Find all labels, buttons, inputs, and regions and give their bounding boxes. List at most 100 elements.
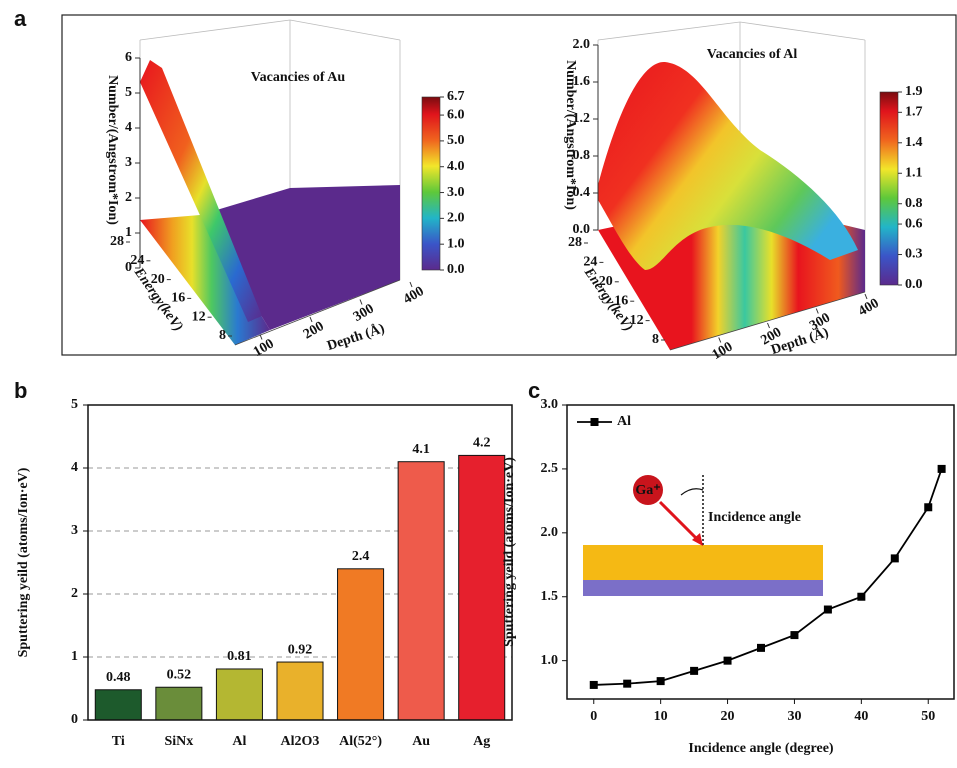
colorbar-tick-label: 1.1	[905, 165, 923, 180]
chart-title: Vacancies of Au	[251, 70, 346, 85]
panel-label: c	[528, 378, 540, 403]
y-tick-label: 28	[568, 235, 582, 250]
x-tick	[815, 308, 819, 314]
y-tick-label: 1.0	[541, 653, 559, 668]
value-label: 4.2	[473, 436, 491, 451]
data-point	[656, 677, 665, 686]
data-point	[937, 464, 946, 473]
value-label: 0.92	[288, 642, 313, 657]
data-line	[593, 468, 943, 686]
y-tick-label: 1	[71, 649, 78, 664]
y-tick-label: 2.0	[541, 525, 559, 540]
data-point	[589, 680, 598, 689]
y-tick-label: 20	[599, 274, 613, 289]
y-tick-label: 12	[630, 313, 644, 328]
bar	[94, 689, 142, 721]
data-point	[723, 656, 732, 665]
x-tick-label: 40	[854, 709, 868, 724]
bar	[458, 454, 506, 721]
x-tick	[359, 299, 363, 305]
colorbar-tick-label: 1.0	[447, 236, 465, 251]
data-point	[924, 503, 933, 512]
bar	[155, 686, 203, 721]
y-tick-label: 8	[652, 332, 659, 347]
value-label: 2.4	[352, 549, 370, 564]
z-tick-label: 1	[125, 225, 132, 240]
z-tick-label: 0.4	[573, 185, 591, 200]
colorbar-tick-label: 2.0	[447, 211, 465, 226]
x-tick-label: 100	[710, 340, 736, 363]
legend-marker	[590, 418, 599, 426]
z-tick-label: 0.0	[573, 222, 591, 237]
data-point	[690, 666, 699, 675]
bar	[397, 461, 445, 721]
y-tick-label: 1.5	[541, 589, 559, 604]
z-axis-label: Number/(Angstrom*Ion)	[105, 75, 120, 225]
annotation: Incidence angle	[708, 510, 801, 525]
colorbar-tick-label: 0.0	[447, 262, 465, 277]
inset-schematic	[583, 475, 823, 596]
y-tick-label: 2.5	[541, 461, 559, 476]
z-tick-label: 6	[125, 50, 132, 65]
bar	[215, 668, 263, 721]
z-tick-label: 1.2	[573, 111, 591, 126]
x-tick-label: Au	[412, 734, 430, 749]
y-axis-label: Sputtering yeild (atoms/Ion·eV)	[502, 457, 517, 647]
x-tick	[259, 334, 263, 340]
value-label: 0.48	[106, 670, 131, 685]
colorbar-tick-label: 1.4	[905, 135, 923, 150]
y-axis-label: Sputtering yeild (atoms/Ion·eV)	[16, 467, 31, 657]
z-axis-label: Number/(Angstrom*Ion)	[563, 60, 578, 210]
data-point	[890, 554, 899, 563]
x-tick-label: 10	[654, 709, 668, 724]
data-point	[623, 679, 632, 688]
plot-frame	[566, 404, 955, 700]
y-tick-label: 16	[171, 291, 185, 306]
x-tick-label: 300	[351, 302, 377, 325]
bar	[276, 661, 324, 721]
colorbar-tick-label: 1.9	[905, 84, 923, 99]
colorbar-tick-label: 1.7	[905, 105, 923, 120]
panel-label: a	[14, 6, 27, 31]
legend-label: Al	[617, 414, 631, 429]
x-tick-label: 30	[787, 709, 801, 724]
x-tick-label: 50	[921, 709, 935, 724]
panel-a-frame	[61, 14, 957, 356]
x-tick	[767, 322, 770, 329]
x-tick-label: Ti	[112, 734, 125, 749]
y-tick-label: 24	[583, 255, 597, 270]
x-tick	[409, 281, 413, 288]
colorbar-tick-label: 0.3	[905, 247, 923, 262]
colorbar-tick-label: 4.0	[447, 159, 465, 174]
x-tick-label: 400	[856, 296, 882, 319]
z-tick-label: 2.0	[573, 37, 591, 52]
x-tick	[309, 316, 313, 323]
surface-al	[597, 21, 866, 351]
data-point	[790, 631, 799, 640]
colorbar-tick-label: 3.0	[447, 185, 465, 200]
data-point	[823, 605, 832, 614]
surface-au	[139, 19, 401, 346]
value-label: 4.1	[412, 442, 430, 457]
y-tick-label: 24	[130, 253, 144, 268]
y-tick-label: 3.0	[541, 397, 559, 412]
colorbar-tick-label: 6.7	[447, 89, 465, 104]
x-tick-label: 400	[401, 284, 427, 307]
y-tick-label: 16	[614, 293, 628, 308]
bar	[337, 568, 385, 721]
x-tick-label: Al(52°)	[339, 734, 382, 749]
colorbar	[879, 91, 899, 286]
z-tick-label: 3	[125, 155, 132, 170]
z-tick-label: 2	[125, 190, 132, 205]
colorbar	[421, 96, 441, 271]
x-tick	[864, 293, 868, 300]
x-tick-label: 20	[721, 709, 735, 724]
y-tick-label: 20	[151, 272, 165, 287]
plot-frame	[87, 404, 513, 721]
x-tick-label: 200	[301, 319, 327, 342]
value-label: 0.52	[167, 667, 192, 682]
z-tick-label: 0	[125, 260, 132, 275]
chart-title: Vacancies of Al	[707, 47, 798, 62]
colorbar-tick-label: 6.0	[447, 107, 465, 122]
